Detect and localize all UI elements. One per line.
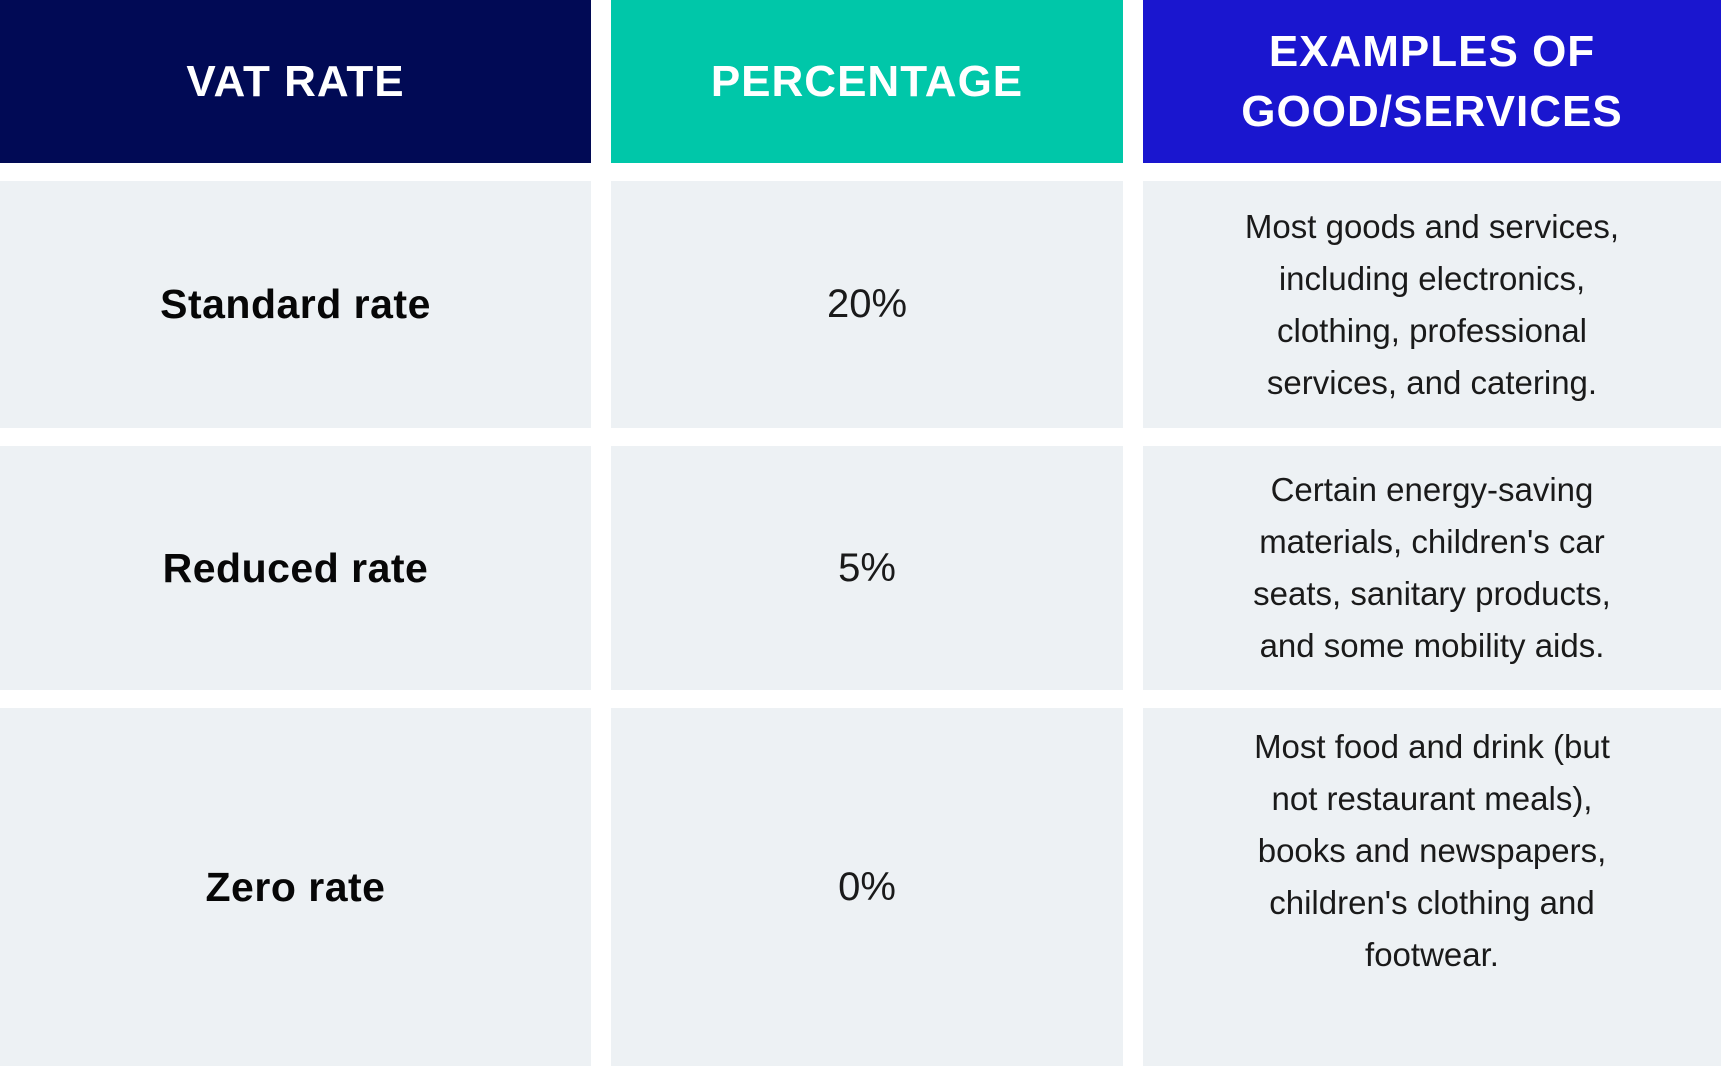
percentage-value: 20% xyxy=(826,282,908,326)
examples-text: Certain energy-saving materials, childre… xyxy=(1253,471,1611,664)
percentage-value: 0% xyxy=(838,864,896,909)
examples-text: Most food and drink (but not restaurant … xyxy=(1254,728,1610,973)
percentage-cell-standard: 20% xyxy=(611,181,1123,428)
rate-cell-reduced: Reduced rate xyxy=(0,446,591,690)
percentage-value: 5% xyxy=(838,545,896,590)
header-cell-percentage: PERCENTAGE xyxy=(611,0,1123,163)
percentage-cell-reduced: 5% xyxy=(611,446,1123,690)
header-cell-vat-rate: VAT RATE xyxy=(0,0,591,163)
examples-cell-zero: Most food and drink (but not restaurant … xyxy=(1143,708,1721,1066)
header-label-examples: EXAMPLES OF GOOD/SERVICES xyxy=(1241,26,1623,136)
header-label-percentage: PERCENTAGE xyxy=(710,56,1024,106)
rate-label: Zero rate xyxy=(205,863,386,910)
percentage-cell-zero: 0% xyxy=(611,708,1123,1066)
examples-cell-standard: Most goods and services, including elect… xyxy=(1143,181,1721,428)
header-cell-examples: EXAMPLES OF GOOD/SERVICES xyxy=(1143,0,1721,163)
rate-label: Reduced rate xyxy=(162,544,429,591)
header-label-vat-rate: VAT RATE xyxy=(186,56,405,106)
rate-label: Standard rate xyxy=(160,281,431,327)
examples-cell-reduced: Certain energy-saving materials, childre… xyxy=(1143,446,1721,690)
rate-cell-standard: Standard rate xyxy=(0,181,591,428)
examples-text: Most goods and services, including elect… xyxy=(1244,207,1620,401)
rate-cell-zero: Zero rate xyxy=(0,708,591,1066)
